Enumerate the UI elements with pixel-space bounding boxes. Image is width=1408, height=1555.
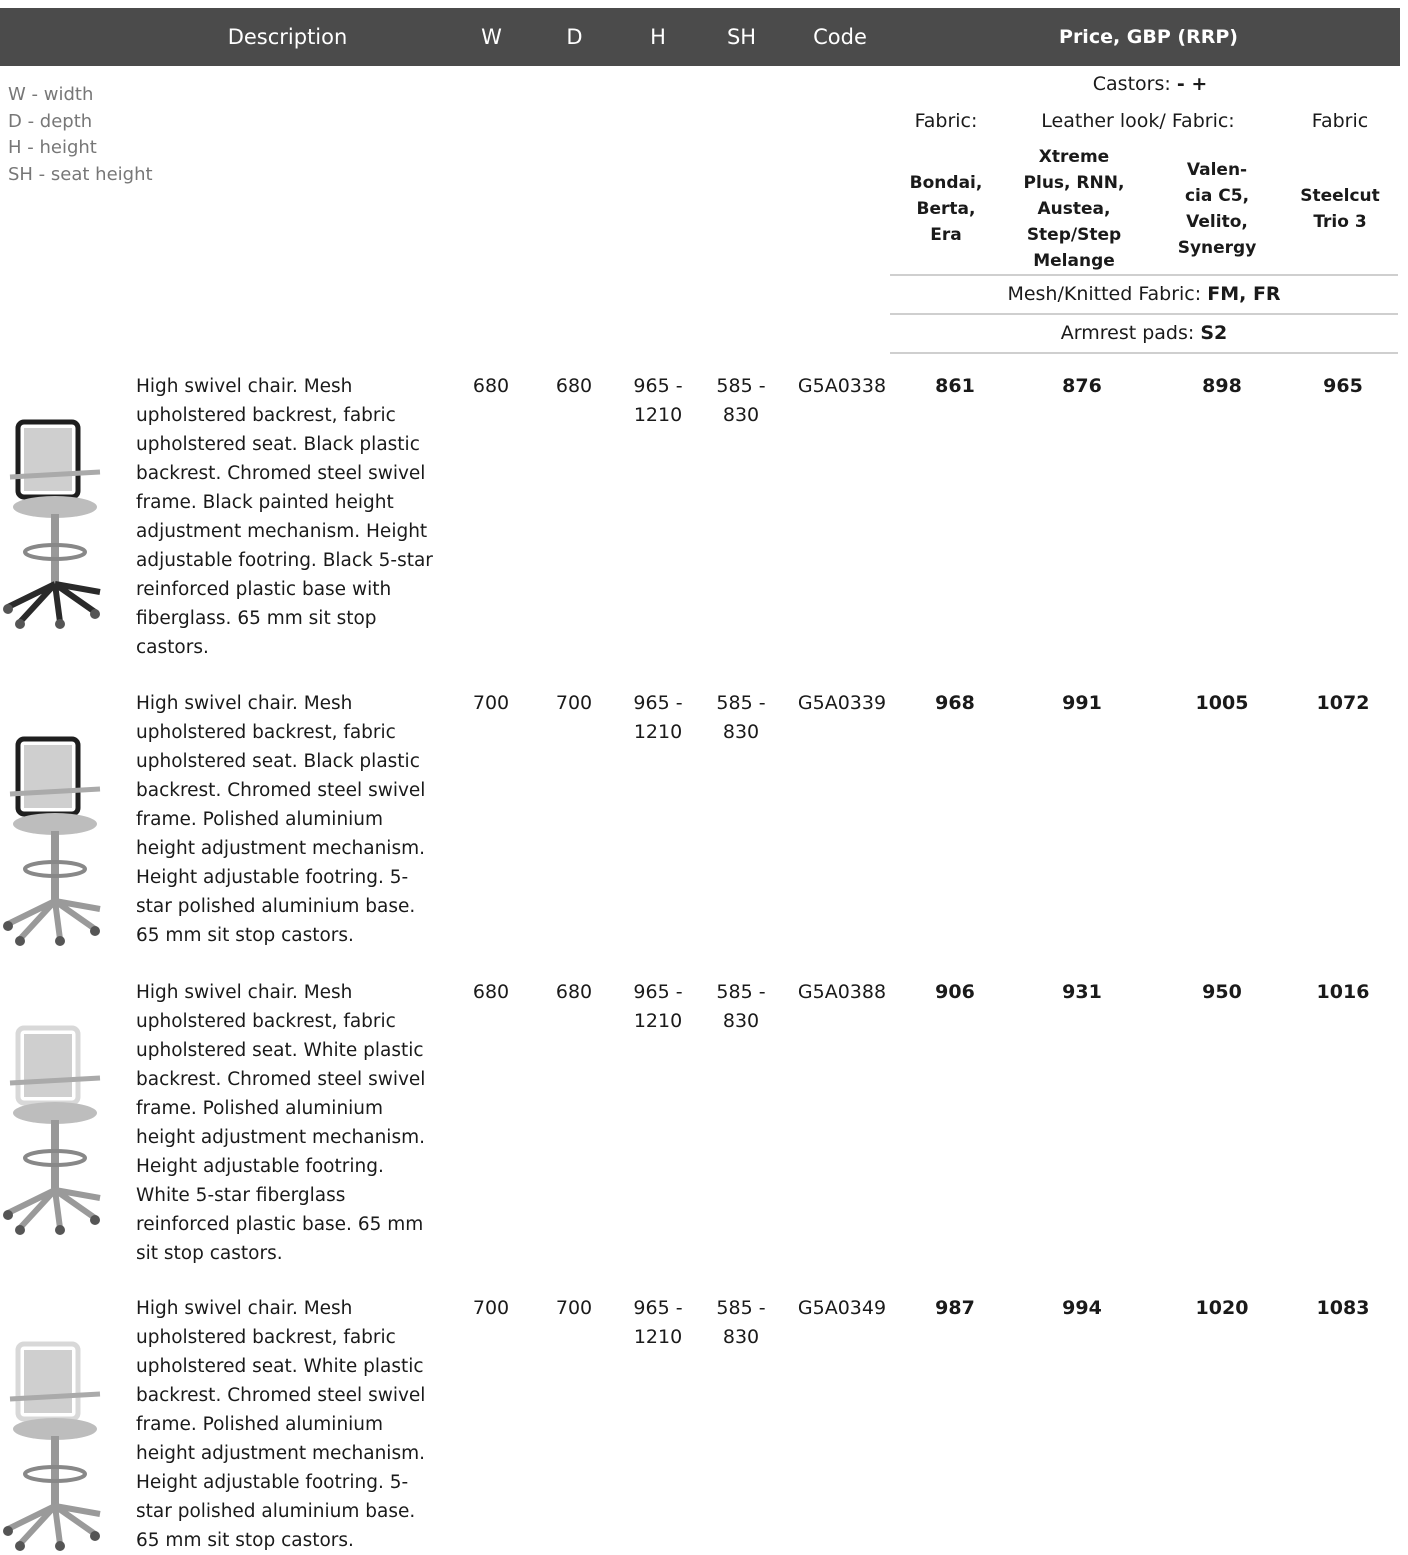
height: 1210 <box>633 1010 683 1032</box>
price: 1016 <box>1316 981 1370 1003</box>
fabric-group: Xtreme Plus, RNN, Austea, Step/Step Melange <box>1009 145 1139 273</box>
fabric-group-line: Step/Step <box>1026 225 1122 245</box>
width: 700 <box>472 692 510 714</box>
height: 965 - <box>633 981 683 1003</box>
seat-height: 585 - <box>716 375 766 397</box>
chair-image <box>3 736 101 946</box>
fabric-group: Bondai, Berta, Era <box>881 145 1011 273</box>
fabric-group-line: Berta, <box>916 199 976 219</box>
legend-item: D - depth <box>8 110 93 132</box>
chair-image <box>3 1341 101 1551</box>
price: 950 <box>1202 981 1242 1003</box>
price: 861 <box>935 375 975 397</box>
fabric-label: Leather look/ Fabric: <box>1041 110 1235 132</box>
depth: 680 <box>555 375 593 397</box>
seat-height: 830 <box>722 1010 760 1032</box>
armrest-label: Armrest pads: <box>1060 322 1195 344</box>
description: High swivel chair. Mesh upholstered back… <box>136 982 426 1264</box>
fabric-group-line: Austea, <box>1037 199 1111 219</box>
fabric-group-line: Xtreme <box>1038 147 1110 167</box>
description: High swivel chair. Mesh upholstered back… <box>136 1298 426 1551</box>
column-header: Price, GBP (RRP) <box>897 8 1400 66</box>
seat-height: 585 - <box>716 981 766 1003</box>
fabric-label: Fabric: <box>914 110 978 132</box>
height: 965 - <box>633 1297 683 1319</box>
width: 680 <box>472 981 510 1003</box>
armrest: Armrest pads: S2 <box>890 322 1398 344</box>
price: 1083 <box>1316 1297 1370 1319</box>
column-header: D <box>533 8 618 66</box>
code: G5A0349 <box>797 1297 887 1319</box>
fabric-group-line: Velito, <box>1186 212 1248 232</box>
height: 965 - <box>633 692 683 714</box>
code: G5A0339 <box>797 692 887 714</box>
mesh-value: FM, FR <box>1207 283 1281 305</box>
chair-image <box>3 419 101 629</box>
price: 931 <box>1062 981 1102 1003</box>
price: 987 <box>935 1297 975 1319</box>
depth: 700 <box>555 1297 593 1319</box>
legend-item: SH - seat height <box>8 163 153 185</box>
fabric-group-line: Steelcut <box>1300 186 1380 206</box>
fabric-group-line: Valen- <box>1186 160 1248 180</box>
price: 1005 <box>1195 692 1249 714</box>
column-header: SH <box>700 8 785 66</box>
description: High swivel chair. Mesh upholstered back… <box>136 693 426 946</box>
rule <box>890 352 1398 354</box>
price: 1072 <box>1316 692 1370 714</box>
seat-height: 830 <box>722 1326 760 1348</box>
width: 700 <box>472 1297 510 1319</box>
width: 680 <box>472 375 510 397</box>
rule <box>890 274 1398 276</box>
depth: 680 <box>555 981 593 1003</box>
fabric-group-line: cia C5, <box>1184 186 1250 206</box>
fabric-label: Fabric <box>1311 110 1369 132</box>
rule <box>890 313 1398 315</box>
castors-value: - + <box>1176 73 1208 95</box>
fabric-group-line: Era <box>930 225 962 245</box>
armrest-value: S2 <box>1200 322 1228 344</box>
fabric-group-line: Trio 3 <box>1313 212 1367 232</box>
price: 876 <box>1062 375 1102 397</box>
height: 1210 <box>633 404 683 426</box>
price: 991 <box>1062 692 1102 714</box>
depth: 700 <box>555 692 593 714</box>
mesh: Mesh/Knitted Fabric: FM, FR <box>890 283 1398 305</box>
chair-image <box>3 1025 101 1235</box>
price: 965 <box>1323 375 1363 397</box>
legend-item: H - height <box>8 137 97 158</box>
fabric-group-line: Synergy <box>1177 238 1257 258</box>
description: High swivel chair. Mesh upholstered back… <box>136 376 433 658</box>
code: G5A0388 <box>797 981 887 1003</box>
column-header: Code <box>783 8 899 66</box>
height: 1210 <box>633 721 683 743</box>
fabric-group-line: Bondai, <box>909 173 983 193</box>
seat-height: 585 - <box>716 1297 766 1319</box>
column-header: H <box>616 8 702 66</box>
fabric-group-line: Plus, RNN, <box>1023 173 1125 193</box>
mesh-label: Mesh/Knitted Fabric: <box>1007 283 1202 305</box>
header-blank <box>0 8 127 66</box>
column-header: Description <box>125 8 452 66</box>
price: 1020 <box>1195 1297 1249 1319</box>
fabric-group-line: Melange <box>1033 251 1115 271</box>
seat-height: 585 - <box>716 692 766 714</box>
seat-height: 830 <box>722 404 760 426</box>
castors: Castors: - + <box>1040 73 1260 95</box>
code: G5A0338 <box>797 375 887 397</box>
legend-item: W - width <box>8 84 94 105</box>
fabric-group: Valen-cia C5, Velito, Synergy <box>1152 145 1282 273</box>
price: 906 <box>935 981 975 1003</box>
price: 968 <box>935 692 975 714</box>
column-header: W <box>450 8 535 66</box>
fabric-group: Steelcut Trio 3 <box>1275 145 1405 273</box>
castors-label: Castors: <box>1092 73 1171 95</box>
price: 898 <box>1202 375 1242 397</box>
height: 965 - <box>633 375 683 397</box>
seat-height: 830 <box>722 721 760 743</box>
height: 1210 <box>633 1326 683 1348</box>
price: 994 <box>1062 1297 1102 1319</box>
